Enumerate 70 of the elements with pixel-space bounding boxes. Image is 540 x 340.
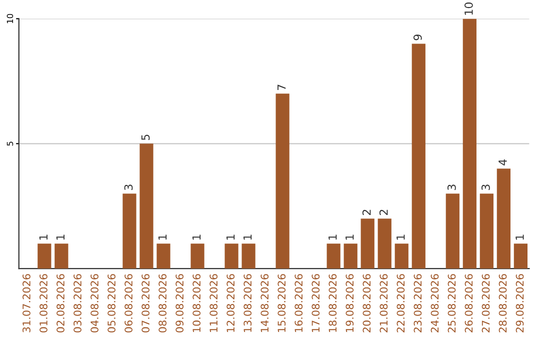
x-tick-label: 09.08.2026 [176,274,184,332]
data-label: 1 [158,234,167,240]
data-label: 3 [481,184,490,190]
bar [360,218,374,269]
x-tick-label: 28.08.2026 [498,274,507,332]
x-tick-label: 14.08.2026 [260,274,269,332]
data-label: 5 [141,134,150,140]
bar [394,244,408,269]
bar [242,244,256,269]
data-label: 1 [192,234,201,240]
x-tick-label: 19.08.2026 [346,274,354,332]
data-label: 7 [278,84,286,90]
bar [344,244,358,269]
x-tick-label: 05.08.2026 [108,274,116,332]
x-tick-label: 08.08.2026 [158,274,167,332]
bar [276,94,290,269]
x-tick-label: 17.08.2026 [312,274,320,332]
x-tick-label: 01.08.2026 [40,274,48,332]
x-tick-label: 22.08.2026 [396,274,405,332]
x-tick-label: 24.08.2026 [430,274,439,332]
x-tick-label: 15.08.2026 [278,274,286,332]
bar [412,44,426,269]
bar [156,244,170,269]
x-tick-label: 11.08.2026 [210,274,218,332]
bar [54,244,68,269]
bar [326,244,340,269]
data-label: 3 [447,184,456,190]
data-label: 4 [498,159,507,166]
x-tick-label: 02.08.2026 [56,274,64,332]
x-tick-label: 03.08.2026 [74,274,82,332]
data-label: 1 [226,234,235,240]
bar [140,144,154,269]
x-tick-label: 10.08.2026 [192,274,201,332]
x-tick-label: 25.08.2026 [448,274,456,332]
data-label: 3 [124,184,133,190]
data-label: 10 [464,2,473,15]
data-label: 1 [328,234,337,240]
bar [224,244,238,269]
bar [446,194,460,269]
x-tick-label: 23.08.2026 [414,274,422,332]
bar [378,218,392,269]
data-label: 2 [362,210,371,216]
data-label: 1 [39,234,48,240]
bar [496,168,510,269]
x-tick-label: 31.07.2026 [22,274,30,332]
bar [122,194,136,269]
x-tick-label: 12.08.2026 [226,274,235,332]
data-label: 1 [244,234,252,240]
x-tick-label: 27.08.2026 [482,274,490,332]
x-tick-label: 20.08.2026 [362,274,371,332]
data-label: 9 [413,34,422,40]
data-label: 1 [516,234,524,240]
data-label: 1 [396,234,405,240]
x-tick-label: 26.08.2026 [464,274,473,332]
bar [38,244,52,269]
x-tick-label: 04.08.2026 [90,274,98,332]
data-label: 1 [346,234,354,240]
data-label: 2 [379,210,388,216]
bar [462,18,476,269]
x-tick-label: 06.08.2026 [124,274,132,332]
data-label: 1 [56,234,64,240]
bar [190,244,204,269]
x-tick-label: 13.08.2026 [244,274,252,332]
x-tick-label: 18.08.2026 [328,274,337,332]
bar [480,194,494,269]
bar [514,244,528,269]
x-tick-label: 16.08.2026 [294,274,303,332]
x-tick-label: 29.08.2026 [516,274,524,332]
x-tick-label: 21.08.2026 [380,274,388,332]
x-tick-label: 07.08.2026 [142,274,150,332]
